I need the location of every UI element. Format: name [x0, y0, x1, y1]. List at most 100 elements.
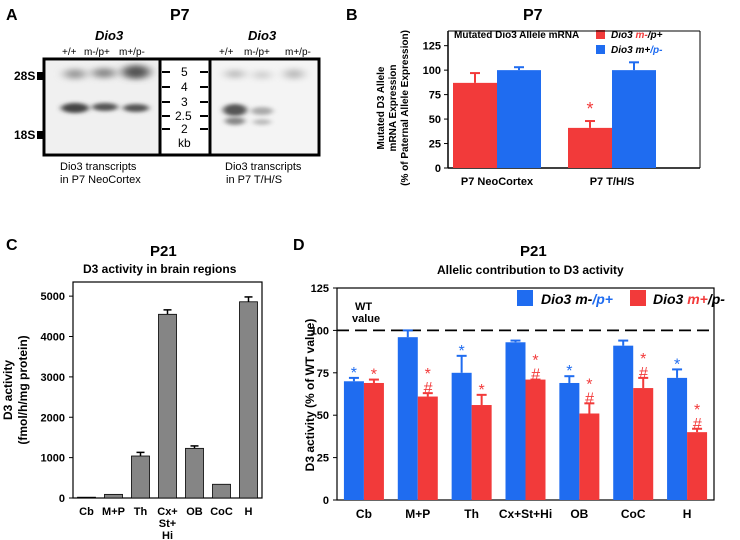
- bar: [417, 396, 438, 500]
- gene-label-right: Dio3: [248, 28, 277, 43]
- bar: [568, 127, 612, 168]
- ladder-labels: 5 4 3 2.5 2 kb: [162, 65, 208, 150]
- significance-mark: *: [586, 376, 592, 393]
- panel-title: P7: [523, 7, 543, 24]
- y-tick-label: 125: [423, 41, 441, 53]
- y-tick-label: 5000: [41, 291, 65, 303]
- x-tick-label: Cx+: [157, 506, 178, 518]
- panel-letter: D: [293, 237, 305, 254]
- hash-mark: #: [639, 365, 649, 382]
- significance-mark: *: [566, 363, 572, 380]
- bar: [453, 82, 497, 168]
- panel-d: D P21 Allelic contribution to D3 activit…: [293, 237, 725, 521]
- legend-label: Dio3 m+/p-: [611, 45, 663, 56]
- ladder-label: 2: [181, 122, 188, 136]
- marker-18s-tick: [37, 131, 44, 139]
- significance-mark: *: [479, 382, 485, 399]
- significance-mark: *: [532, 353, 538, 370]
- significance-mark: *: [371, 367, 377, 384]
- lane-label: m-/p+: [244, 47, 270, 58]
- blot-caption: in P7 T/H/S: [226, 174, 282, 186]
- ylabel: (% of Paternal Allele Expression): [400, 30, 411, 186]
- ylabel: mRNA Expression: [388, 65, 399, 152]
- legend-label: Dio3 m+/p-: [653, 291, 725, 307]
- hash-mark: #: [585, 390, 595, 407]
- panel-b: B P7 Mutated Dio3 Allele mRNA Dio3 m-/p+…: [346, 7, 701, 188]
- x-tick-label: H: [245, 506, 253, 518]
- bar: [363, 382, 384, 500]
- x-tick-label: St+: [159, 518, 176, 530]
- panel-letter: C: [6, 237, 18, 254]
- hash-mark: #: [531, 367, 541, 384]
- x-tick-label: CoC: [621, 507, 646, 521]
- y-tick-label: 75: [429, 90, 441, 102]
- significance-mark: *: [586, 99, 593, 119]
- legend: Dio3 m-/p+ Dio3 m+/p-: [596, 30, 663, 56]
- bar: [239, 301, 258, 499]
- significance-mark: *: [674, 356, 680, 373]
- blot-left: [46, 61, 160, 153]
- x-tick-label: OB: [570, 507, 588, 521]
- ladder-box: [158, 57, 212, 157]
- hash-mark: #: [423, 380, 433, 397]
- bar: [158, 313, 177, 499]
- y-tick-label: 100: [423, 65, 441, 77]
- chart-b: 0 25 50 75 100 125 P7 NeoCortex P7 T/H/S *: [423, 30, 701, 188]
- legend-swatch-red: [596, 30, 605, 39]
- bar: [497, 70, 541, 168]
- x-tick-label: P7 NeoCortex: [461, 176, 534, 188]
- x-tick-label: M+P: [102, 506, 125, 518]
- bar: [397, 337, 418, 500]
- x-tick-label: P7 T/H/S: [590, 176, 635, 188]
- blot-right: [212, 61, 317, 153]
- bar: [559, 382, 580, 500]
- ylabel: Mutated D3 Allele: [376, 66, 387, 149]
- chart-subtitle: Mutated Dio3 Allele mRNA: [454, 30, 579, 41]
- y-tick-label: 100: [311, 325, 329, 337]
- x-tick-label: CoC: [210, 506, 233, 518]
- y-tick-label: 0: [435, 163, 441, 175]
- bar: [579, 413, 600, 500]
- y-tick-label: 25: [317, 453, 329, 465]
- legend-label: Dio3 m-/p+: [541, 291, 613, 307]
- chart-subtitle: D3 activity in brain regions: [83, 262, 237, 276]
- y-axis-label: Mutated D3 Allele mRNA Expression (% of …: [376, 30, 411, 186]
- ladder-label: 4: [181, 80, 188, 94]
- panel-title: P7: [170, 7, 190, 24]
- bar: [525, 379, 546, 500]
- x-tick-label: Hi: [162, 530, 173, 540]
- wt-line-label: WT: [355, 301, 372, 313]
- legend-label: Dio3 m-/p+: [611, 30, 663, 41]
- y-tick-label: 2000: [41, 412, 65, 424]
- chart-subtitle: Allelic contribution to D3 activity: [437, 263, 624, 277]
- x-tick-label: Cx+St+Hi: [499, 507, 552, 521]
- lane-label: +/+: [62, 47, 77, 58]
- significance-mark: *: [351, 365, 357, 382]
- marker-18s: 18S: [14, 128, 35, 142]
- lane-label: m+/p-: [119, 47, 145, 58]
- legend: Dio3 m-/p+ Dio3 m+/p-: [517, 290, 725, 307]
- ladder-label: 2.5: [175, 109, 192, 123]
- y-tick-label: 0: [59, 493, 65, 505]
- lane-label: m+/p-: [285, 47, 311, 58]
- legend-swatch-blue: [517, 290, 533, 306]
- bar: [77, 496, 96, 499]
- x-tick-label: Th: [464, 507, 479, 521]
- wt-line-label: value: [352, 313, 380, 325]
- y-tick-label: 50: [429, 114, 441, 126]
- blot-caption: in P7 NeoCortex: [60, 174, 141, 186]
- panel-a: A P7 Dio3 Dio3 +/+ m-/p+ m+/p- +/+ m-/p+…: [6, 7, 321, 186]
- legend-swatch-red: [630, 290, 646, 306]
- bar: [104, 493, 123, 499]
- x-tick-label: Th: [134, 506, 148, 518]
- panel-letter: B: [346, 7, 358, 24]
- lane-label: m-/p+: [84, 47, 110, 58]
- significance-mark: *: [640, 351, 646, 368]
- marker-28s-tick: [37, 72, 44, 80]
- bar: [131, 455, 150, 499]
- panel-title: P21: [150, 243, 177, 260]
- bar: [613, 345, 634, 500]
- bar: [687, 432, 708, 500]
- bar: [343, 381, 364, 500]
